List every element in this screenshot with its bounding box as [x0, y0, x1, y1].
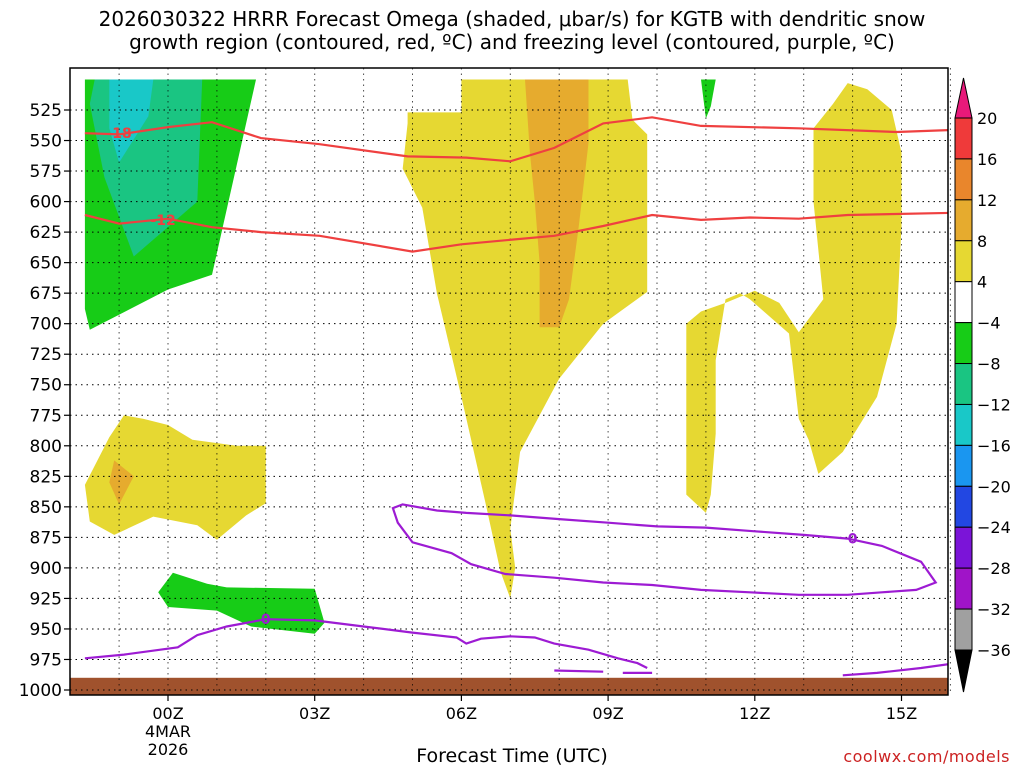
y-tick-label-875: 875	[30, 528, 62, 548]
colorbar-label-4: 4	[977, 273, 987, 292]
colorbar-swatch-8	[954, 403, 973, 446]
y-tick-label-600: 600	[30, 193, 62, 213]
colorbar-label-12: −32	[977, 600, 1011, 619]
colorbar-swatch-2	[954, 158, 973, 201]
colorbar-label-9: −20	[977, 477, 1011, 496]
colorbar-swatch-5	[954, 281, 973, 324]
chart-title-line-1: 2026030322 HRRR Forecast Omega (shaded, …	[98, 7, 926, 31]
y-tick-label-950: 950	[30, 620, 62, 640]
dgz-lower-contour	[84, 211, 948, 253]
y-tick-label-825: 825	[30, 467, 62, 487]
x-tick-date: 4MAR	[145, 722, 191, 741]
x-tick-year: 2026	[148, 740, 189, 759]
chart-title-line-2: growth region (contoured, red, ºC) and f…	[129, 30, 895, 54]
y-tick-label-575: 575	[30, 162, 62, 182]
colorbar-swatch-11	[954, 526, 973, 569]
x-axis-label: Forecast Time (UTC)	[416, 745, 608, 767]
y-tick-label-850: 850	[30, 498, 62, 518]
y-tick-label-750: 750	[30, 376, 62, 396]
colorbar-label-6: −8	[977, 355, 1001, 374]
colorbar-swatch-13	[954, 608, 973, 651]
colorbar-swatch-7	[954, 363, 973, 405]
y-tick-label-900: 900	[30, 559, 62, 579]
colorbar-label-7: −12	[977, 395, 1011, 414]
y-tick-label-725: 725	[30, 345, 62, 365]
colorbar-swatch-10	[954, 485, 973, 528]
omega-region-7	[686, 83, 902, 513]
colorbar-label-0: 20	[977, 109, 997, 128]
colorbar-swatch-4	[954, 240, 973, 283]
x-tick-label-12Z: 12Z	[739, 704, 770, 723]
colorbar-swatch-1	[954, 117, 973, 160]
colorbar-label-1: 16	[977, 150, 997, 169]
x-tick-label-06Z: 06Z	[446, 704, 477, 723]
x-tick-label-15Z: 15Z	[886, 704, 917, 723]
freezing-level-label-1: 0	[848, 532, 858, 548]
y-tick-label-775: 775	[30, 406, 62, 426]
x-tick-label-03Z: 03Z	[299, 704, 330, 723]
y-tick-label-1000: 1000	[19, 681, 62, 701]
omega-colorbar: 20 16 12 8 4 −4 −8 −12 −16 −20 −24 −28 −32 −36	[954, 77, 1011, 693]
omega-region-5	[402, 79, 648, 599]
colorbar-swatch-6	[954, 322, 973, 365]
y-tick-label-550: 550	[30, 132, 62, 152]
y-tick-label-925: 925	[30, 589, 62, 609]
plot-frame	[69, 67, 949, 696]
y-tick-label-625: 625	[30, 223, 62, 243]
colorbar-label-13: −36	[977, 641, 1011, 660]
y-tick-label-650: 650	[30, 254, 62, 274]
colorbar-cap-bottom	[954, 649, 973, 693]
colorbar-swatch-3	[954, 199, 973, 242]
y-tick-label-700: 700	[30, 315, 62, 335]
colorbar-cap-top	[954, 77, 973, 119]
surface-terrain-band	[70, 677, 948, 695]
pressure-axis: 525 550 575 600 625 650 675 700 725 750 775 800 825 8…	[19, 101, 70, 701]
temperature-contours	[84, 116, 948, 677]
omega-region-6	[525, 79, 589, 328]
site-credit: coolwx.com/models	[843, 747, 1010, 766]
colorbar-label-8: −16	[977, 436, 1011, 455]
surface-band	[70, 677, 948, 695]
y-tick-label-975: 975	[30, 650, 62, 670]
omega-region-8	[84, 415, 266, 540]
omega-shaded-regions	[84, 79, 902, 634]
dgz-upper-label: -18	[106, 126, 131, 142]
colorbar-swatch-9	[954, 444, 973, 487]
omega-region-3	[701, 79, 716, 119]
y-tick-label-800: 800	[30, 437, 62, 457]
freezing-level-line-0	[84, 618, 648, 669]
x-tick-label-00Z: 00Z	[152, 704, 183, 723]
y-tick-label-525: 525	[30, 101, 62, 121]
x-tick-label-09Z: 09Z	[592, 704, 623, 723]
colorbar-label-2: 12	[977, 191, 997, 210]
plot-gridlines	[70, 68, 951, 695]
omega-region-9	[109, 460, 134, 505]
freezing-level-line-1	[554, 669, 604, 673]
colorbar-swatch-12	[954, 567, 973, 610]
freezing-level-line-3	[842, 663, 948, 677]
dgz-upper-contour	[84, 116, 948, 163]
y-tick-label-675: 675	[30, 284, 62, 304]
freezing-level-loop-0	[391, 503, 938, 596]
freezing-level-label-0: 0	[261, 612, 271, 628]
colorbar-label-3: 8	[977, 232, 987, 251]
omega-region-2	[109, 79, 154, 163]
dgz-lower-label: -12	[150, 213, 175, 229]
colorbar-label-5: −4	[977, 314, 1001, 333]
colorbar-label-10: −24	[977, 518, 1011, 537]
contour-labels: -18 -12 0 0	[106, 126, 857, 628]
colorbar-label-11: −28	[977, 559, 1011, 578]
